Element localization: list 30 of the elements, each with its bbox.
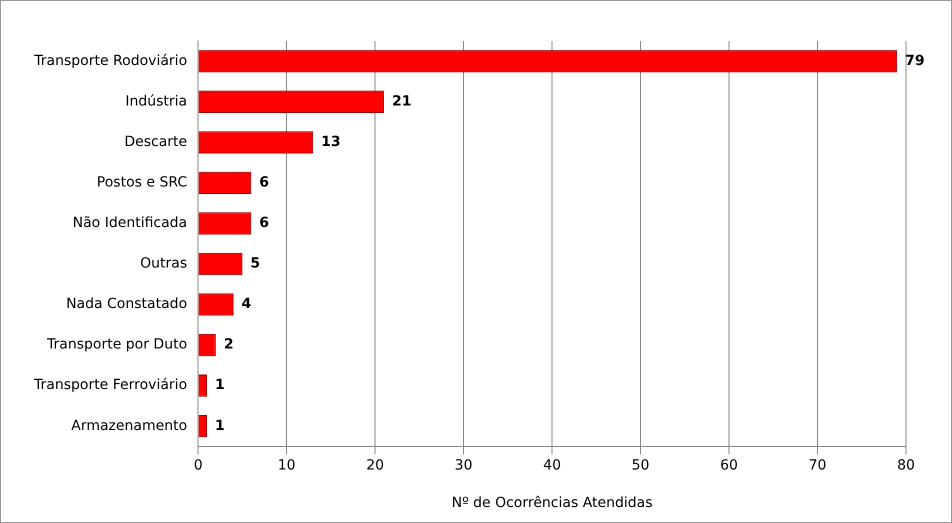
x-tick-label: 60: [720, 457, 738, 474]
data-label: 13: [321, 134, 341, 150]
data-label: 5: [250, 256, 260, 272]
y-tick-label: Transporte por Duto: [46, 336, 188, 353]
y-tick-label: Armazenamento: [71, 418, 188, 434]
x-tick-label: 10: [278, 457, 296, 474]
x-tick-label: 80: [897, 457, 915, 474]
data-label: 79: [905, 52, 925, 69]
y-tick-label: Descarte: [124, 134, 188, 150]
x-tick-label: 30: [454, 457, 473, 474]
y-tick-label: Postos e SRC: [96, 174, 188, 191]
data-label: 6: [259, 174, 269, 191]
y-tick-label: Não Identificada: [72, 215, 188, 232]
data-label: 21: [392, 93, 412, 110]
x-tick-label: 20: [366, 457, 384, 474]
data-label: 6: [259, 215, 269, 232]
y-tick-label: Nada Constatado: [66, 296, 188, 312]
x-tick-label: 0: [194, 457, 203, 474]
y-tick-label: Transporte Ferroviário: [32, 377, 188, 394]
x-tick-label: 50: [632, 457, 650, 474]
data-label: 2: [224, 336, 234, 353]
data-label: 1: [214, 377, 225, 394]
x-axis-title: Nº de Ocorrências Atendidas: [452, 495, 653, 512]
x-tick-label: 40: [543, 457, 561, 474]
x-tick-label: 70: [808, 457, 826, 474]
y-tick-label: Outras: [140, 256, 188, 272]
data-label: 4: [242, 296, 252, 312]
data-label: 1: [214, 418, 225, 434]
y-tick-label: Indústria: [125, 93, 188, 110]
y-tick-label: Transporte Rodoviário: [33, 52, 188, 69]
